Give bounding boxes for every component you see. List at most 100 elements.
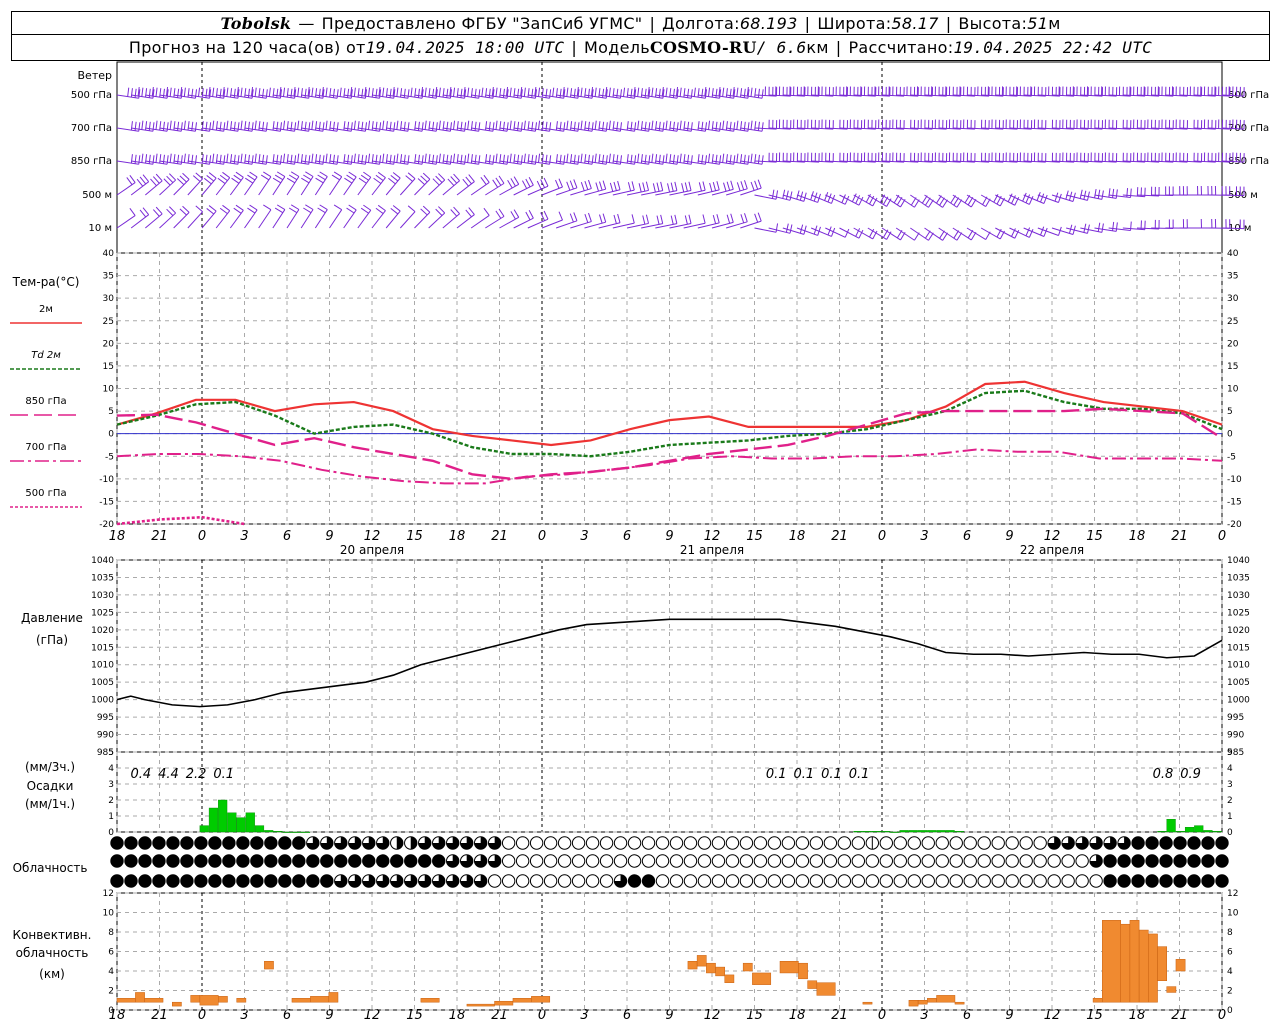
wind-barb-feather: [385, 88, 388, 98]
wind-barb-shaft: [740, 127, 763, 132]
temp-legend-label: 2м: [39, 304, 53, 315]
wind-barb-feather: [569, 213, 574, 223]
wind-barb-shaft: [1165, 94, 1188, 97]
wind-barb-feather: [265, 155, 268, 165]
wind-barb-feather: [134, 88, 137, 98]
wind-barb-feather: [527, 121, 530, 131]
hour-tick-label: 6: [623, 529, 631, 544]
cloud-symbol: [1215, 854, 1229, 868]
wind-barb-feather: [371, 88, 374, 98]
cloud-symbol: [1103, 854, 1117, 868]
wind-barb-shaft: [116, 215, 136, 229]
wind-barb-shaft: [924, 127, 947, 130]
wind-barb-feather: [276, 171, 286, 178]
wind-barb-feather: [353, 120, 356, 130]
precip-bar: [1157, 831, 1167, 833]
wind-barb-shaft: [258, 94, 281, 99]
conv-bar: [936, 995, 956, 1003]
wind-barb-feather: [587, 154, 590, 164]
pressure-tick-left: 1000: [91, 696, 114, 706]
wind-barb-shaft: [995, 194, 1016, 206]
wind-barb-shaft: [669, 190, 692, 196]
precip-bar: [264, 830, 274, 833]
wind-barb-feather: [460, 121, 463, 131]
wind-barb-shaft: [300, 176, 314, 196]
wind-barb-feather: [247, 154, 250, 164]
wind-barb-feather: [129, 175, 136, 183]
wind-barb-feather: [599, 214, 603, 224]
wind-barb-shaft: [187, 211, 203, 229]
wind-barb-shaft: [711, 94, 734, 99]
cloud-circle: [767, 854, 782, 868]
wind-barb-shaft: [655, 190, 677, 196]
cloud-symbol: [124, 836, 138, 850]
model-res: / 6.6: [756, 38, 807, 57]
wind-barb-shaft: [456, 94, 479, 99]
wind-barb-feather: [194, 155, 198, 165]
cloud-circle: [515, 874, 530, 888]
wind-barb-shaft: [556, 160, 578, 165]
cloud-circle: [907, 854, 921, 868]
conv-axis-title-2: облачность: [16, 946, 89, 960]
precip-bar: [1175, 831, 1185, 833]
cloud-symbol: [599, 836, 614, 850]
cloud-circle: [390, 854, 404, 868]
conv-bar: [1120, 923, 1131, 1003]
pressure-tick-right: 1035: [1227, 573, 1250, 583]
wind-barb-feather: [453, 173, 460, 182]
alt-unit: м: [1048, 13, 1061, 33]
wind-barb-feather: [545, 88, 548, 98]
wind-barb-feather: [513, 154, 516, 164]
wind-barb-feather: [956, 232, 963, 241]
wind-barb-feather: [591, 89, 594, 99]
wind-barb-shaft: [470, 182, 490, 196]
wind-barb-feather: [619, 122, 623, 132]
wind-barb-shaft: [896, 94, 919, 97]
wind-barb-feather: [318, 121, 321, 131]
precip-3h-label: 0.1: [793, 767, 814, 782]
cloud-fill: [348, 874, 361, 888]
wind-barb-shaft: [286, 127, 309, 132]
wind-barb-feather: [272, 88, 275, 98]
wind-barb-feather: [549, 122, 552, 132]
wind-barb-feather: [361, 154, 364, 164]
wind-barb-feather: [602, 154, 605, 164]
wind-barb-feather: [183, 120, 186, 130]
wind-barb-shaft: [428, 94, 451, 99]
wind-barb-feather: [730, 180, 734, 190]
pressure-tick-right: 1030: [1227, 591, 1250, 601]
wind-barb-feather: [855, 195, 861, 204]
wind-barb-shaft: [966, 194, 986, 207]
wind-barb-feather: [249, 204, 258, 211]
cloud-circle: [893, 874, 907, 888]
wind-barb-feather: [254, 153, 257, 163]
wind-barb-feather: [197, 87, 201, 97]
cloud-circle: [1201, 854, 1215, 868]
wind-barb-feather: [244, 154, 247, 164]
cloud-symbol: [1201, 836, 1215, 850]
cloud-symbol: [404, 836, 418, 850]
wind-barb-feather: [179, 208, 187, 216]
wind-barb-feather: [517, 88, 520, 98]
wind-barb-feather: [420, 87, 424, 97]
wind-barb-feather: [656, 215, 660, 225]
wind-barb-feather: [647, 87, 650, 97]
wind-barb-feather: [660, 214, 664, 224]
wind-barb-shaft: [711, 188, 734, 196]
wind-barb-feather: [452, 87, 456, 97]
wind-barb-feather: [531, 121, 534, 131]
cloud-circle: [977, 836, 991, 850]
wind-barb-feather: [707, 87, 711, 97]
hour-tick-label: 18: [1129, 529, 1146, 544]
wind-barb-feather: [464, 122, 467, 132]
wind-barb-feather: [725, 154, 728, 164]
wind-barb-feather: [799, 224, 804, 234]
wind-barb-feather: [711, 121, 714, 131]
wind-barb-feather: [711, 88, 714, 98]
precip-tick-right: 0: [1227, 828, 1233, 838]
cloud-symbol: [599, 874, 614, 888]
wind-barb-feather: [844, 228, 850, 238]
wind-barb-shaft: [244, 209, 258, 229]
cloud-circle: [529, 854, 544, 868]
wind-barb-feather: [318, 154, 321, 164]
